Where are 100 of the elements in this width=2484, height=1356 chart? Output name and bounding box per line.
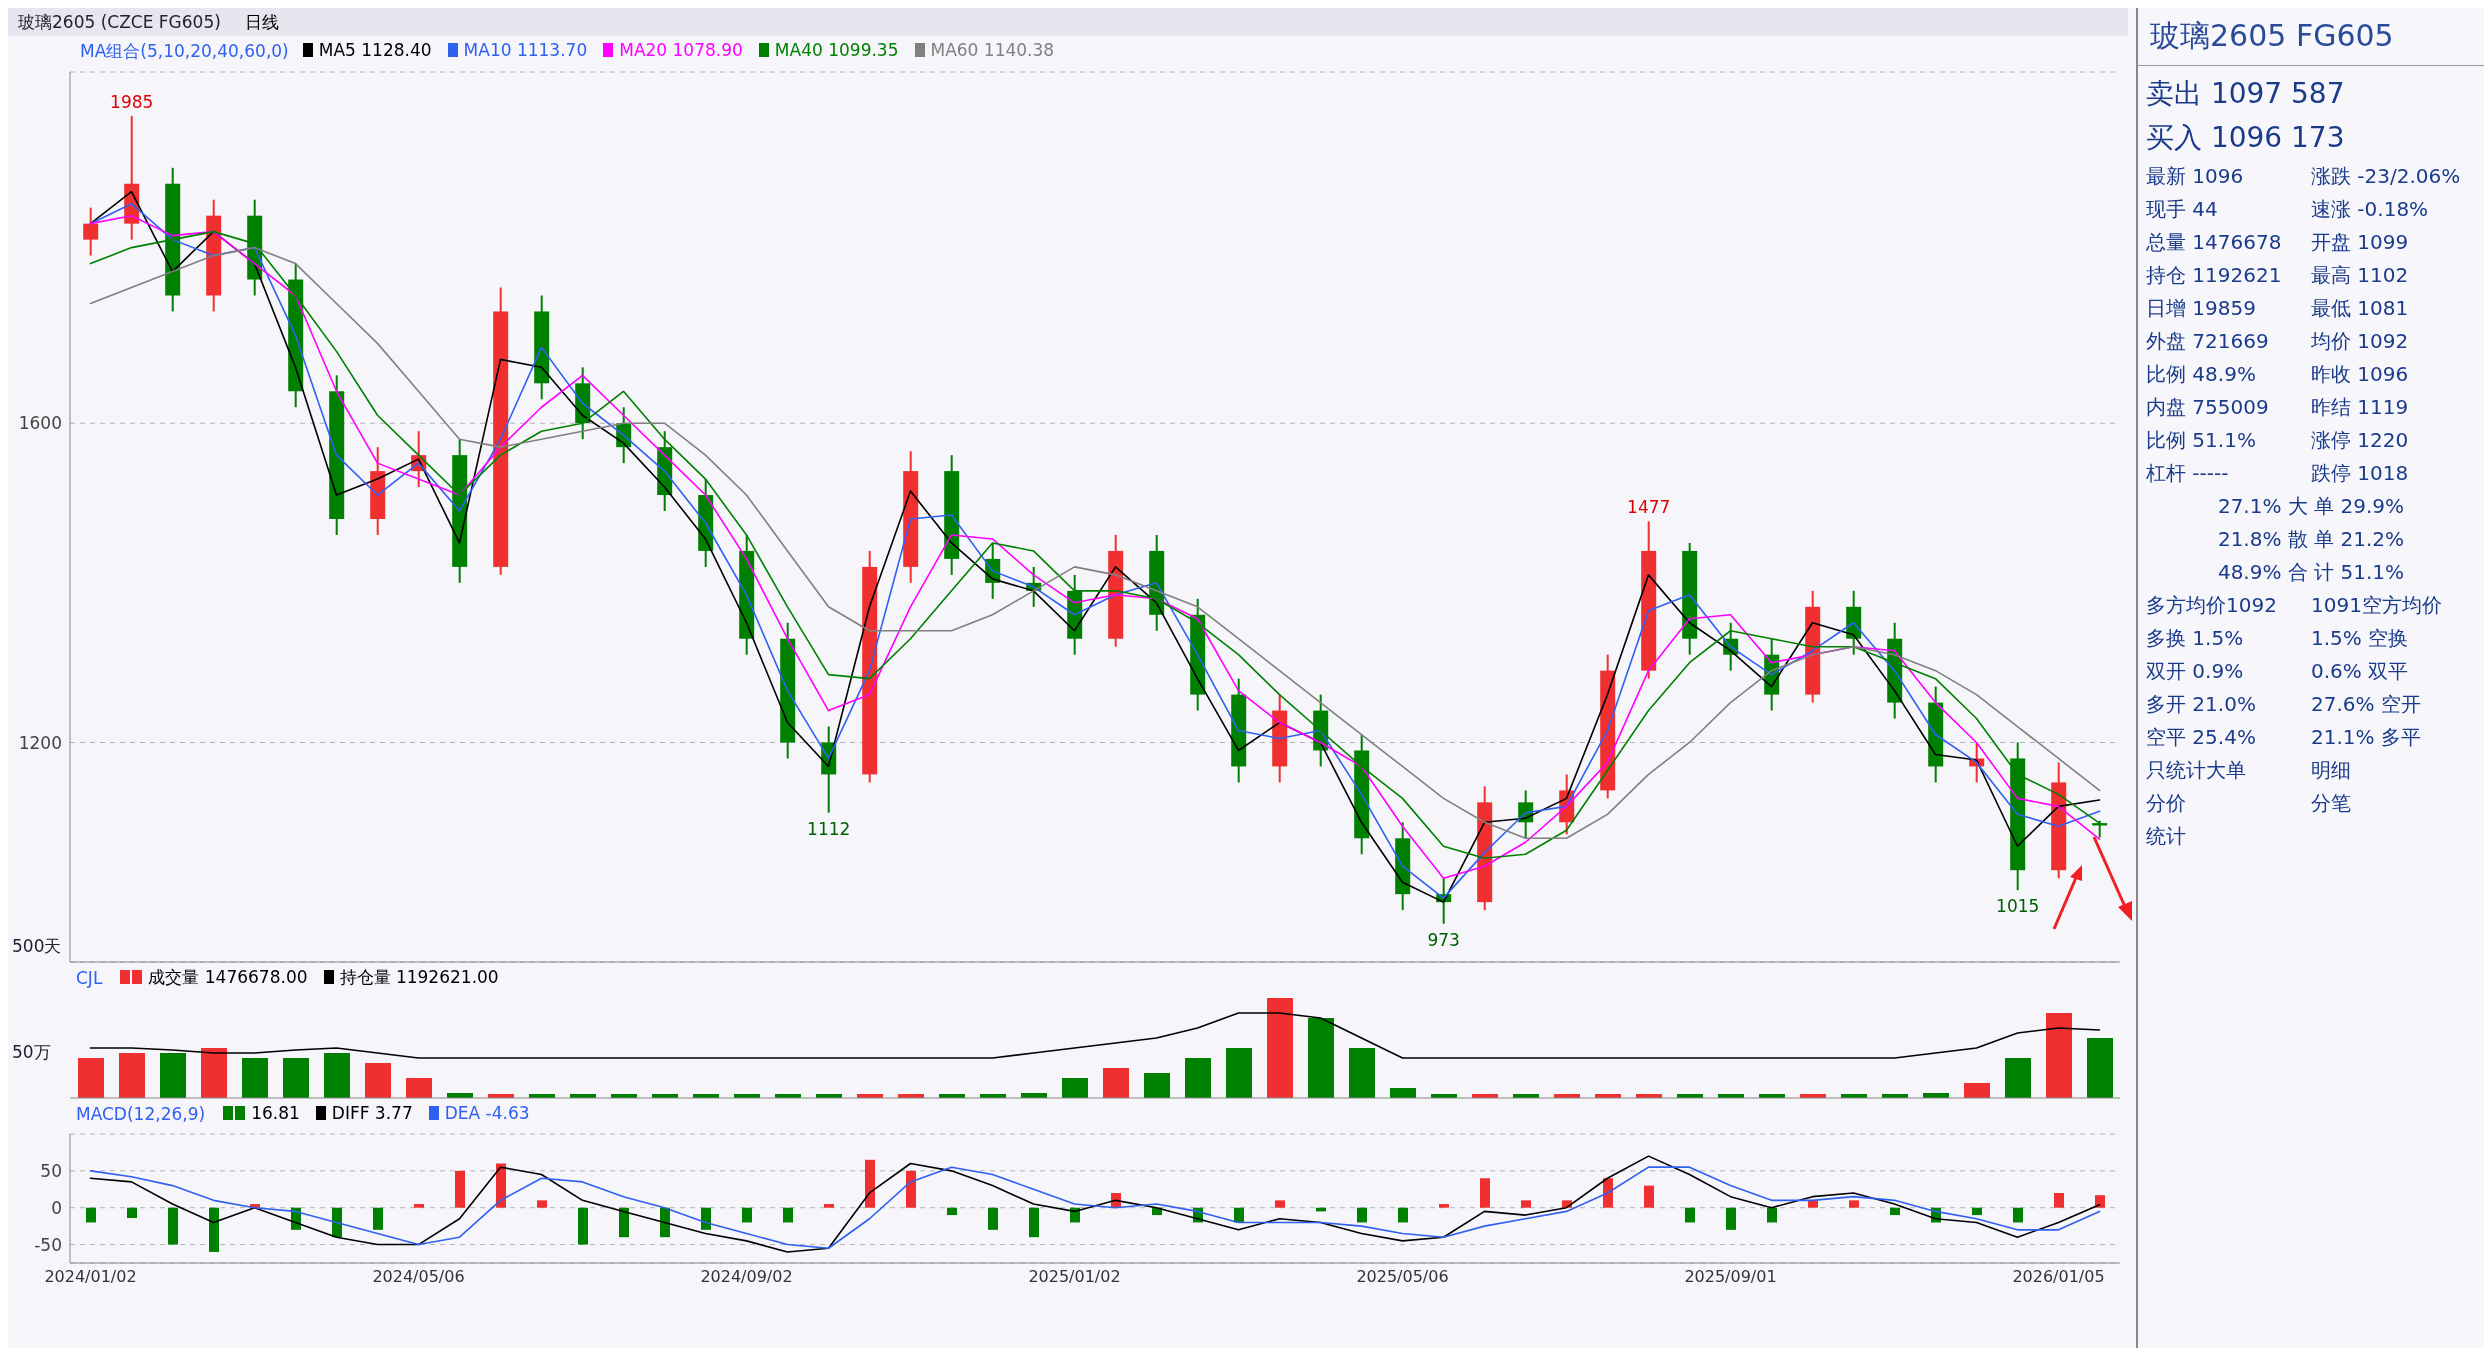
text: 速涨 -0.18% bbox=[2311, 196, 2430, 223]
bar bbox=[1849, 1200, 1859, 1208]
bar bbox=[1964, 1083, 1990, 1098]
bar bbox=[1603, 1178, 1613, 1208]
bar bbox=[332, 1207, 342, 1238]
x-tick-label: 2026/01/05 bbox=[2012, 1267, 2105, 1287]
bar bbox=[2013, 1207, 2023, 1223]
bar bbox=[1267, 998, 1293, 1098]
bar bbox=[168, 1207, 178, 1245]
bar bbox=[1644, 1185, 1654, 1208]
legend-label: 成交量 1476678.00 bbox=[148, 966, 308, 989]
bar bbox=[283, 1058, 309, 1098]
bar bbox=[1308, 1018, 1334, 1098]
bar bbox=[86, 1207, 96, 1223]
bar bbox=[1398, 1207, 1408, 1223]
annotation: 1015 bbox=[1996, 896, 2040, 917]
x-tick-label: 2024/05/06 bbox=[372, 1267, 465, 1287]
bar bbox=[1029, 1207, 1039, 1238]
bar bbox=[1390, 1088, 1416, 1098]
text: 比例 48.9% bbox=[2146, 361, 2257, 388]
text: 涨停 1220 bbox=[2311, 427, 2410, 454]
bar bbox=[947, 1207, 957, 1216]
annotation: 1477 bbox=[1627, 497, 1671, 518]
legend-label: MA10 1113.70 bbox=[463, 39, 588, 62]
bar bbox=[660, 1207, 670, 1238]
bar bbox=[578, 1207, 588, 1245]
bar bbox=[1439, 1204, 1449, 1208]
text: 多换 1.5% bbox=[2146, 625, 2245, 652]
text: 总量 1476678 bbox=[2146, 229, 2283, 256]
text: 持仓 1192621 bbox=[2146, 262, 2283, 289]
bar bbox=[783, 1207, 793, 1223]
annotation: 1112 bbox=[807, 818, 851, 839]
bar bbox=[619, 1207, 629, 1238]
text: 买入 1096 173 bbox=[2146, 120, 2346, 156]
bar bbox=[2095, 1195, 2105, 1208]
chart-title: CJL bbox=[76, 968, 103, 988]
x-tick-label: 2025/09/01 bbox=[1684, 1267, 1777, 1287]
annotation: 973 bbox=[1427, 929, 1460, 950]
y-tick-label: 0 bbox=[51, 1197, 62, 1218]
text: 涨跌 -23/2.06% bbox=[2311, 163, 2462, 190]
bar bbox=[1767, 1207, 1777, 1223]
bar bbox=[496, 1163, 506, 1208]
y-tick-label: 1200 bbox=[18, 732, 62, 753]
bar bbox=[201, 1048, 227, 1098]
text: 杠杆 ----- bbox=[2146, 460, 2230, 487]
x-tick-label: 2024/01/02 bbox=[44, 1267, 137, 1287]
bar bbox=[2054, 1192, 2064, 1208]
bar bbox=[78, 1058, 104, 1098]
text: 48.9% 合 计 51.1% bbox=[2216, 559, 2406, 586]
text: 昨收 1096 bbox=[2311, 361, 2410, 388]
bar bbox=[2087, 1038, 2113, 1098]
bar bbox=[1103, 1068, 1129, 1098]
legend-label: DIFF 3.77 bbox=[331, 1102, 413, 1125]
text: 跌停 1018 bbox=[2311, 460, 2410, 487]
bar bbox=[824, 1204, 834, 1208]
text: 多开 21.0% bbox=[2146, 691, 2257, 718]
bar bbox=[1480, 1178, 1490, 1208]
text: 1.5% 空换 bbox=[2311, 625, 2410, 652]
text: 昨结 1119 bbox=[2311, 394, 2410, 421]
x-tick-label: 2024/09/02 bbox=[700, 1267, 793, 1287]
text: 21.1% 多平 bbox=[2311, 724, 2422, 751]
bar bbox=[1349, 1048, 1375, 1098]
text: 统计 bbox=[2146, 823, 2187, 850]
text: 外盘 721669 bbox=[2146, 328, 2270, 355]
chart-title: 玻璃2605 (CZCE FG605) bbox=[18, 12, 221, 32]
bar bbox=[742, 1207, 752, 1223]
annotation: 1985 bbox=[110, 91, 154, 112]
text: 分价 bbox=[2146, 790, 2187, 817]
text: 空平 25.4% bbox=[2146, 724, 2257, 751]
y-tick-label: 50 bbox=[40, 1160, 62, 1181]
text: 最新 1096 bbox=[2146, 163, 2245, 190]
legend-label: MA60 1140.38 bbox=[930, 39, 1055, 62]
text: 日增 19859 bbox=[2146, 295, 2257, 322]
legend-label: 16.81 bbox=[251, 1102, 300, 1125]
legend-label: MA5 1128.40 bbox=[318, 39, 432, 62]
legend-title: MA组合(5,10,20,40,60,0) bbox=[80, 41, 289, 61]
bar bbox=[2046, 1013, 2072, 1098]
bar bbox=[2005, 1058, 2031, 1098]
chart-title: MACD(12,26,9) bbox=[76, 1104, 206, 1124]
x-tick-label: 2025/05/06 bbox=[1356, 1267, 1449, 1287]
bar bbox=[242, 1058, 268, 1098]
bar bbox=[324, 1053, 350, 1098]
text: 现手 44 bbox=[2146, 196, 2219, 223]
bar bbox=[1144, 1073, 1170, 1098]
legend-label: MA20 1078.90 bbox=[619, 39, 743, 62]
text: 27.6% 空开 bbox=[2311, 691, 2422, 718]
text: 50万 bbox=[12, 1041, 51, 1064]
bar bbox=[160, 1053, 186, 1098]
bar bbox=[537, 1200, 547, 1208]
text: 玻璃2605 FG605 bbox=[2138, 8, 2484, 66]
bar bbox=[1357, 1207, 1367, 1223]
legend-label: MA40 1099.35 bbox=[774, 39, 899, 62]
bar bbox=[865, 1159, 875, 1208]
legend-label: 持仓量 1192621.00 bbox=[339, 966, 499, 989]
bar bbox=[1185, 1058, 1211, 1098]
text: 多方均价1092 bbox=[2146, 592, 2278, 619]
bar bbox=[119, 1053, 145, 1098]
text: 500天 bbox=[12, 935, 62, 958]
candlestick bbox=[83, 206, 99, 257]
text: 内盘 755009 bbox=[2146, 394, 2270, 421]
